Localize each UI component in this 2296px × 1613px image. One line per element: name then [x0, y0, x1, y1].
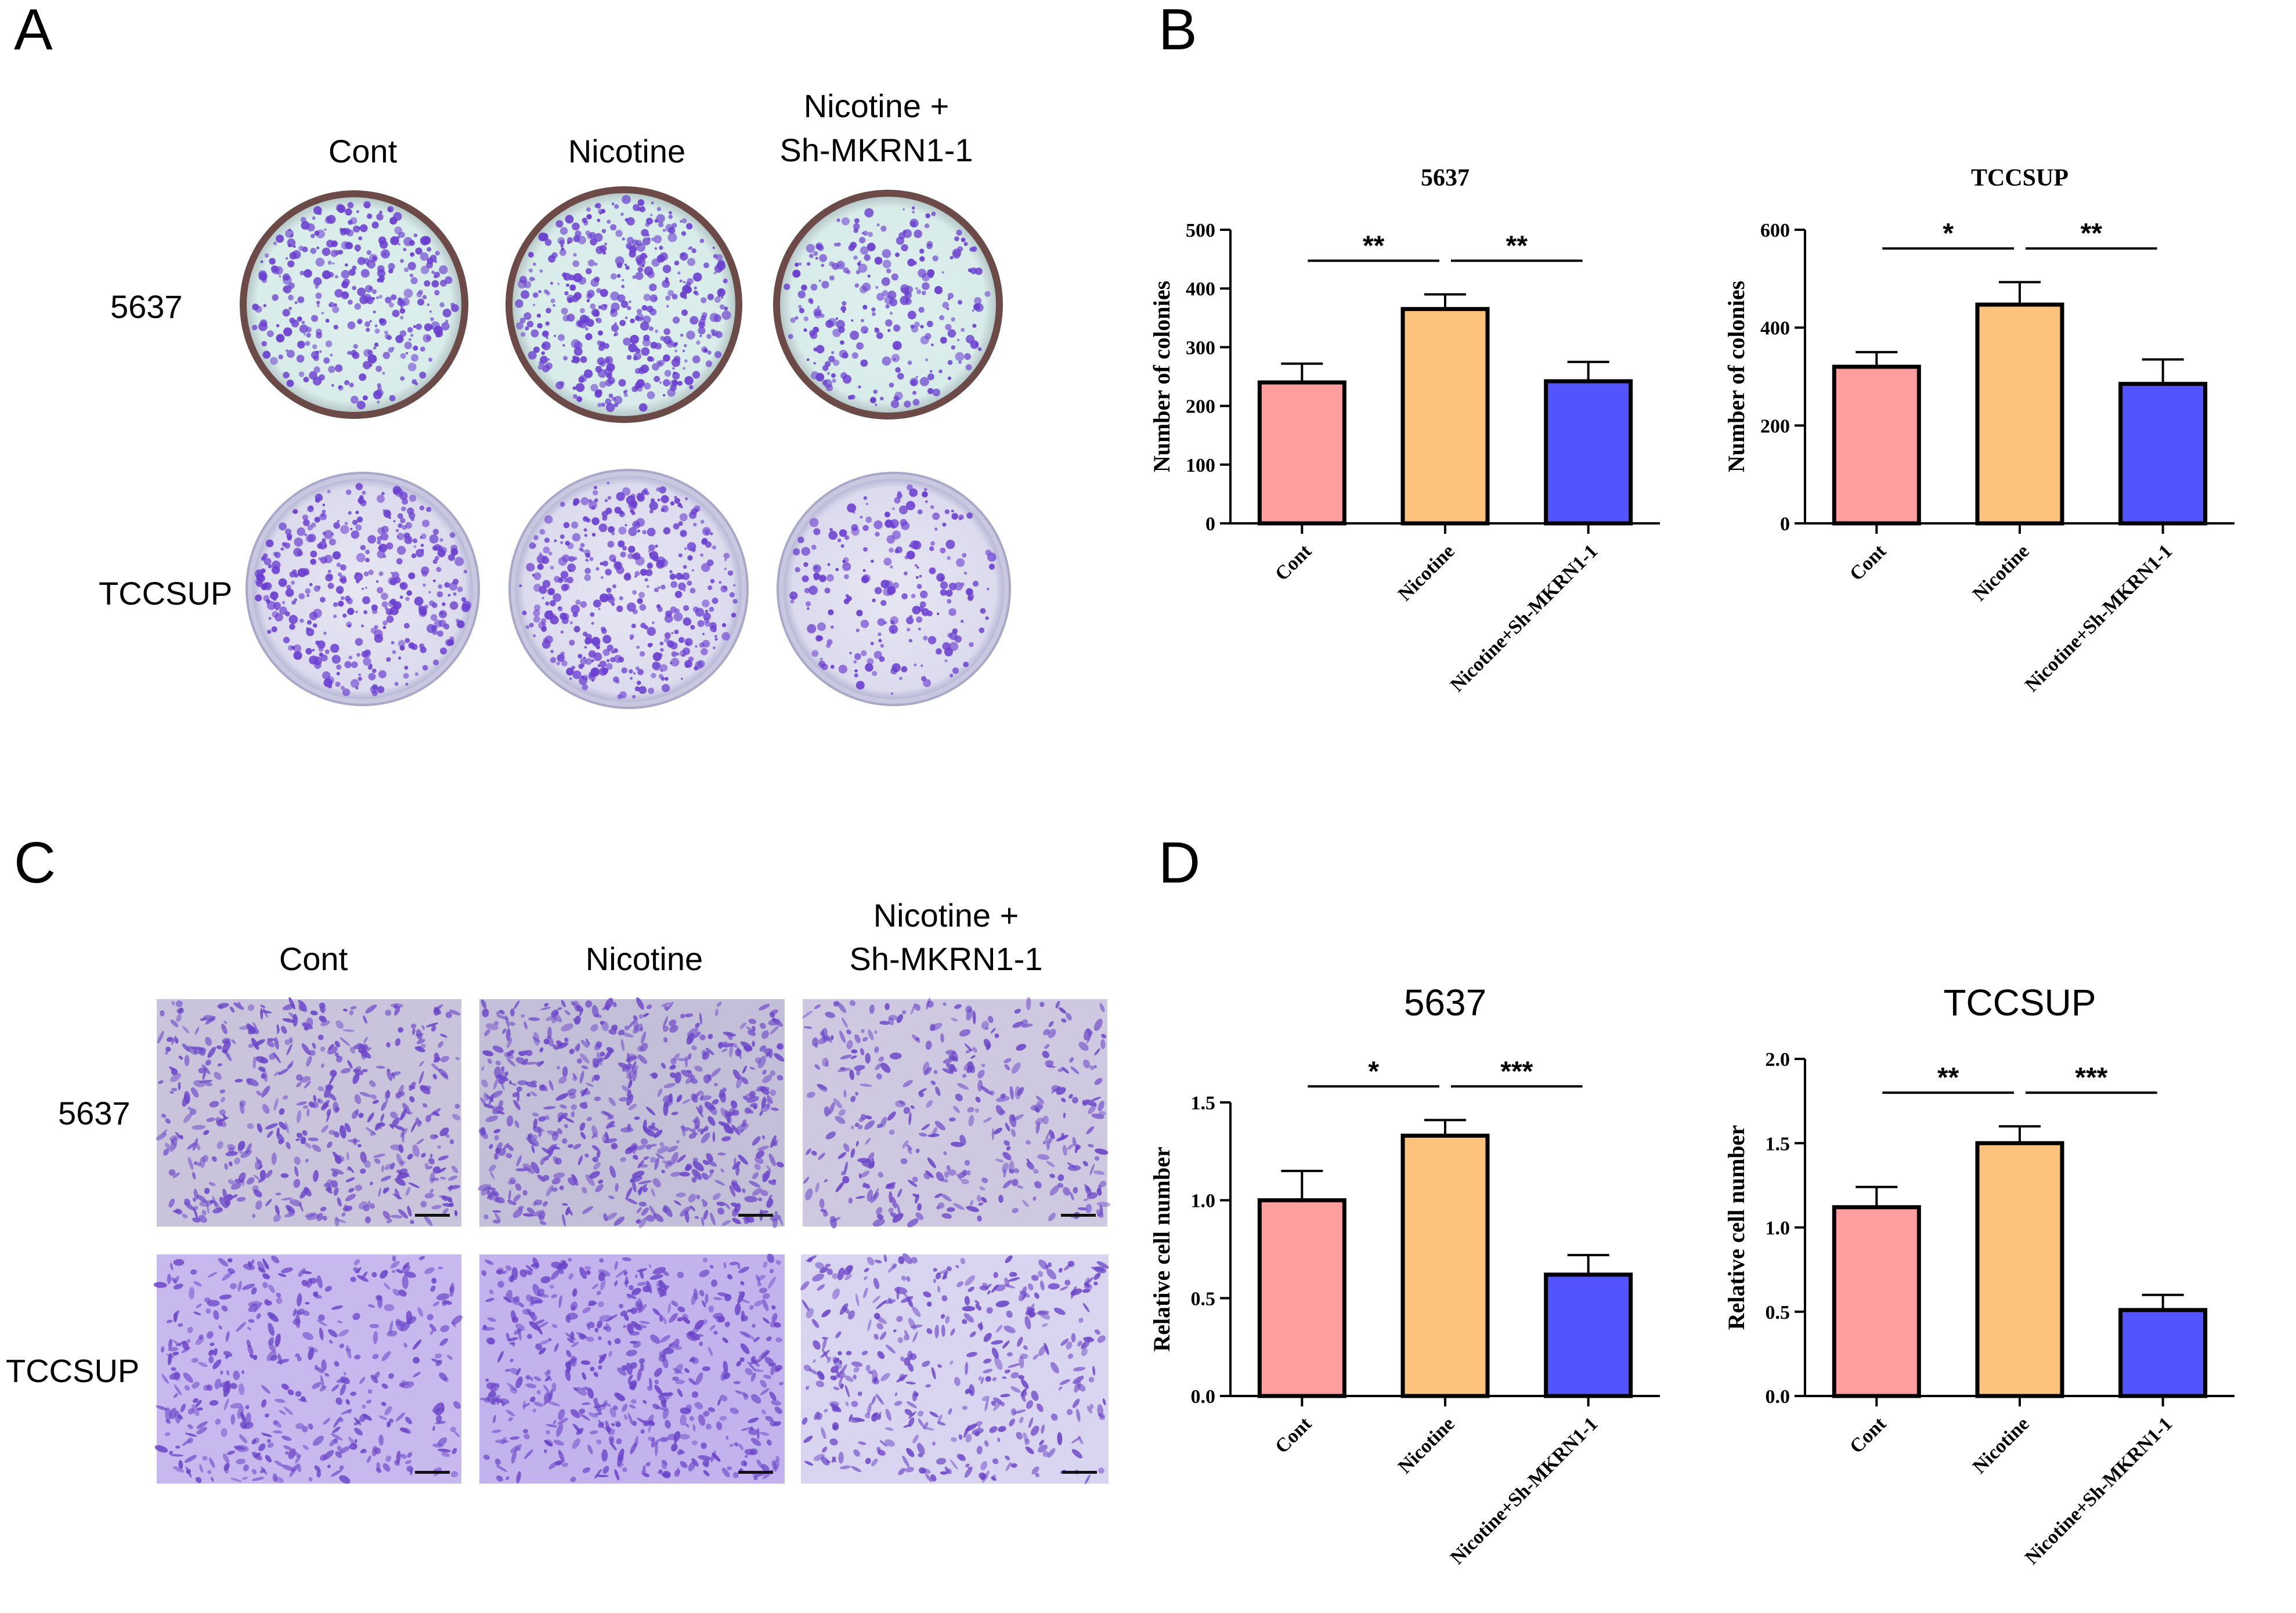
y-tick-label: 600 — [1760, 220, 1790, 241]
dish-tccsup-cont — [246, 472, 480, 706]
well-5637-combo — [802, 997, 1111, 1229]
bar-2 — [1975, 302, 2064, 526]
well-tccsup-nicotine — [479, 1253, 785, 1484]
significance-label: ** — [1506, 230, 1528, 261]
dish-tccsup-nicotine — [508, 469, 749, 709]
y-tick-label: 0.0 — [1191, 1386, 1216, 1408]
y-tick-label: 1.0 — [1766, 1218, 1790, 1239]
col-label-nicotine-a: Nicotine — [568, 133, 686, 169]
x-tick-label: Nicotine+Sh-MKRN1-1 — [1446, 540, 1602, 696]
x-tick-label: Nicotine+Sh-MKRN1-1 — [1446, 1413, 1602, 1568]
bar-3 — [2118, 1308, 2208, 1398]
y-tick-label: 2.0 — [1766, 1049, 1790, 1070]
x-tick-label: Cont — [1271, 540, 1316, 585]
y-tick-label: 0.5 — [1766, 1302, 1790, 1323]
significance-label: ** — [1937, 1062, 1959, 1093]
significance-label: * — [1943, 218, 1954, 249]
x-tick-label: Nicotine — [1969, 1413, 2034, 1478]
panel-label-b: B — [1158, 0, 1197, 62]
row-label-5637-a: 5637 — [110, 288, 183, 325]
y-axis-label: Number of colonies — [1149, 281, 1175, 472]
well-5637-cont — [156, 997, 461, 1227]
x-tick-label: Cont — [1846, 540, 1890, 585]
y-tick-label: 100 — [1186, 455, 1215, 476]
row-label-tccsup-a: TCCSUP — [99, 575, 233, 612]
y-tick-label: 0.5 — [1191, 1288, 1216, 1310]
relative-cell-chart-tccsup: TCCSUP 0.0 0.5 1.0 1.5 2.0 Relative cell numbe… — [1723, 982, 2234, 1569]
colony-chart-5637: 5637 0 100 200 300 400 500 Number of colonies Co… — [1149, 165, 1660, 696]
y-axis-label: Relative cell number — [1149, 1147, 1175, 1351]
panel-label-a: A — [14, 0, 53, 62]
dish-5637-cont — [240, 190, 468, 419]
bar-3 — [1544, 1272, 1633, 1398]
y-tick-label: 200 — [1760, 415, 1790, 437]
y-tick-label: 1.5 — [1191, 1093, 1216, 1114]
col-label-nicotine-c: Nicotine — [585, 941, 703, 977]
well-tccsup-cont — [153, 1254, 463, 1484]
dish-tccsup-combo — [777, 472, 1011, 706]
bar-2 — [1975, 1141, 2064, 1398]
bar-2 — [1400, 307, 1490, 526]
bar-3 — [1544, 379, 1633, 526]
panel-label-d: D — [1158, 830, 1201, 895]
y-axis-label: Number of colonies — [1723, 281, 1749, 472]
dish-5637-nicotine — [506, 186, 742, 423]
dish-5637-combo — [773, 190, 1003, 419]
significance-label: *** — [1500, 1056, 1533, 1087]
y-tick-label: 1.5 — [1766, 1133, 1790, 1155]
panel-label-c: C — [14, 830, 56, 895]
x-tick-label: Nicotine+Sh-MKRN1-1 — [2021, 540, 2176, 696]
x-tick-label: Cont — [1271, 1413, 1316, 1458]
row-label-tccsup-c: TCCSUP — [6, 1352, 140, 1389]
bar-1 — [1832, 1205, 1921, 1398]
col-label-combo-a-line2: Sh-MKRN1-1 — [779, 132, 973, 168]
y-tick-label: 200 — [1186, 396, 1215, 418]
significance-label: ** — [2081, 218, 2103, 249]
col-label-combo-a-line1: Nicotine + — [803, 88, 950, 124]
chart-title: TCCSUP — [1971, 165, 2068, 191]
row-label-5637-c: 5637 — [58, 1095, 131, 1131]
significance-label: *** — [2075, 1062, 2107, 1093]
y-tick-label: 0 — [1205, 513, 1215, 535]
bar-1 — [1257, 1198, 1346, 1398]
col-label-combo-c-line1: Nicotine + — [873, 897, 1019, 934]
x-tick-label: Nicotine — [1969, 540, 2034, 605]
y-tick-label: 0.0 — [1766, 1386, 1790, 1408]
y-tick-label: 400 — [1186, 279, 1215, 300]
y-tick-label: 0 — [1780, 513, 1790, 535]
col-label-combo-c-line2: Sh-MKRN1-1 — [849, 941, 1043, 977]
bar-1 — [1832, 364, 1921, 526]
x-tick-label: Nicotine — [1394, 1413, 1459, 1478]
y-tick-label: 1.0 — [1191, 1191, 1216, 1212]
x-tick-label: Nicotine — [1394, 540, 1459, 605]
x-tick-label: Cont — [1846, 1413, 1890, 1458]
x-tick-label: Nicotine+Sh-MKRN1-1 — [2021, 1413, 2176, 1568]
chart-title: 5637 — [1404, 982, 1486, 1024]
colony-chart-tccsup: TCCSUP 0 200 400 600 Number of colonies Cont Ni… — [1723, 165, 2234, 696]
chart-title: 5637 — [1421, 165, 1470, 191]
bar-3 — [2118, 382, 2208, 526]
well-5637-nicotine — [478, 997, 785, 1228]
col-label-cont-c: Cont — [279, 941, 348, 977]
bar-1 — [1257, 380, 1346, 526]
y-tick-label: 400 — [1760, 318, 1790, 339]
significance-label: ** — [1363, 230, 1385, 261]
y-tick-label: 500 — [1186, 220, 1215, 241]
bar-2 — [1400, 1133, 1490, 1398]
well-tccsup-combo — [800, 1253, 1109, 1485]
y-axis-label: Relative cell number — [1723, 1125, 1749, 1330]
relative-cell-chart-5637: 5637 0.0 0.5 1.0 1.5 Relative cell number Cont… — [1149, 982, 1660, 1569]
y-tick-label: 300 — [1186, 337, 1215, 359]
col-label-cont-a: Cont — [328, 133, 398, 169]
chart-title: TCCSUP — [1943, 982, 2096, 1024]
significance-label: * — [1368, 1056, 1379, 1087]
